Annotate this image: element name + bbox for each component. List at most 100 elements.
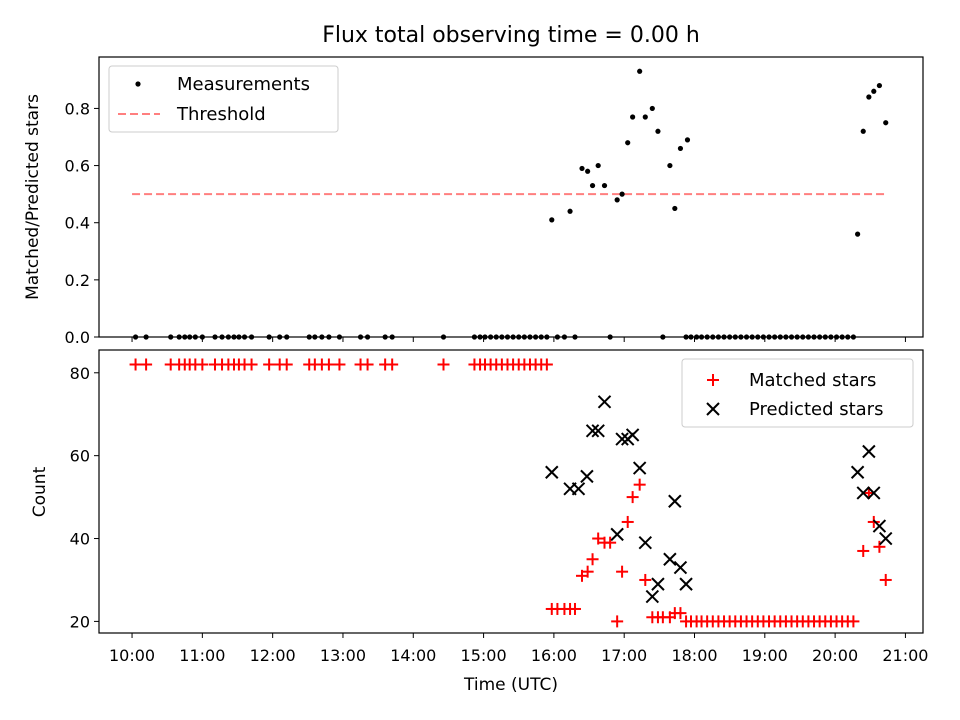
measurement-point [595, 162, 601, 169]
measurement-point [601, 182, 608, 189]
measurement-point [319, 334, 325, 340]
predicted-star-point [663, 552, 677, 566]
x-tick-label: 21:00 [882, 646, 928, 665]
matched-star-point [263, 358, 276, 371]
measurement-point [845, 334, 851, 340]
measurement-point [182, 334, 188, 340]
bottom-y-tick-label: 40 [70, 530, 90, 549]
measurement-point [440, 334, 447, 340]
predicted-star-point [580, 469, 594, 484]
legend-predicted-label: Predicted stars [749, 399, 883, 420]
measurement-point [760, 334, 767, 340]
measurement-point [649, 105, 655, 112]
measurement-point [788, 334, 795, 340]
x-tick-label: 11:00 [179, 646, 225, 665]
top-legend-box [108, 65, 339, 133]
measurement-point [499, 334, 505, 340]
matched-star-point [140, 358, 153, 371]
measurement-point [743, 334, 750, 340]
measurement-point [866, 94, 872, 100]
measurement-point [694, 334, 700, 340]
matched-star-point [879, 573, 892, 586]
measurement-point [755, 334, 761, 340]
top-y-tick-label: 0.2 [65, 271, 90, 290]
measurement-point [800, 334, 806, 340]
legend-predicted-marker [706, 402, 720, 416]
predicted-star-point [591, 424, 605, 438]
measurement-point [660, 334, 666, 340]
measurement-point [637, 68, 643, 74]
measurement-point [504, 334, 511, 340]
matched-star-point [611, 615, 624, 628]
x-axis-label: Time (UTC) [463, 675, 558, 695]
x-tick-label: 16:00 [531, 646, 577, 665]
matched-star-point [633, 478, 646, 491]
measurement-point [471, 334, 478, 340]
measurement-point [642, 114, 648, 120]
measurement-point [766, 334, 772, 340]
measurement-point [493, 334, 499, 340]
measurement-point [677, 145, 684, 152]
top-y-tick-label: 0.6 [65, 157, 90, 176]
top-legend: Measurements Threshold [108, 65, 339, 133]
top-y-tick-label: 0.8 [65, 99, 90, 118]
measurement-point [357, 334, 364, 340]
measurement-point [336, 334, 343, 340]
measurement-point [749, 334, 755, 340]
matched-star-point [333, 358, 346, 371]
matched-star-point [245, 358, 258, 371]
measurement-point [521, 334, 527, 340]
matched-star-point [592, 532, 605, 545]
matched-star-point [280, 358, 293, 371]
measurement-point [817, 334, 823, 340]
matched-star-point [581, 565, 594, 578]
measurement-point [132, 334, 139, 340]
matched-star-point [386, 358, 399, 371]
measurement-point [794, 334, 800, 340]
measurement-point [533, 334, 539, 340]
matched-star-point [674, 607, 687, 620]
measurement-point [143, 334, 149, 340]
measurement-point [625, 140, 631, 146]
predicted-star-point [615, 432, 629, 446]
x-tick-label: 10:00 [109, 646, 155, 665]
legend-measurements-marker [135, 81, 141, 87]
top-y-tick-label: 0.0 [65, 328, 90, 347]
bottom-y-tick-label: 20 [70, 612, 90, 631]
top-y-axis-label: Matched/Predicted stars [23, 94, 43, 300]
predicted-star-point [850, 465, 865, 479]
measurement-point [607, 334, 613, 340]
measurement-point [630, 114, 636, 120]
predicted-star-point [862, 444, 876, 459]
measurement-point [527, 334, 533, 340]
x-tick-label: 14:00 [390, 646, 436, 665]
measurement-point [721, 334, 727, 340]
measurement-point [176, 334, 182, 340]
predicted-star-point [638, 535, 652, 550]
matched-star-point [361, 358, 374, 371]
measurement-point [236, 334, 242, 340]
measurement-point [554, 334, 561, 340]
matched-star-point [604, 536, 617, 549]
measurement-point [805, 334, 811, 340]
measurement-point [589, 182, 596, 189]
bottom-plot-frame [98, 349, 924, 634]
measurement-point [715, 334, 722, 340]
predicted-star-point [856, 486, 870, 500]
measurement-point [839, 334, 845, 340]
measurement-point [510, 334, 516, 340]
measurement-point [860, 128, 866, 134]
predicted-star-point [545, 465, 559, 479]
measurement-point [871, 88, 877, 94]
measurement-point [876, 82, 883, 89]
predicted-star-point [625, 428, 640, 442]
x-tick-label: 12:00 [250, 646, 296, 665]
x-tick-label: 13:00 [320, 646, 366, 665]
chart-title: Flux total observing time = 0.00 h [322, 23, 700, 48]
measurement-point [822, 334, 828, 340]
bottom-legend-box [681, 358, 914, 428]
measurement-point [772, 334, 778, 340]
legend-matched-marker [707, 374, 719, 386]
measurement-point [199, 334, 205, 340]
